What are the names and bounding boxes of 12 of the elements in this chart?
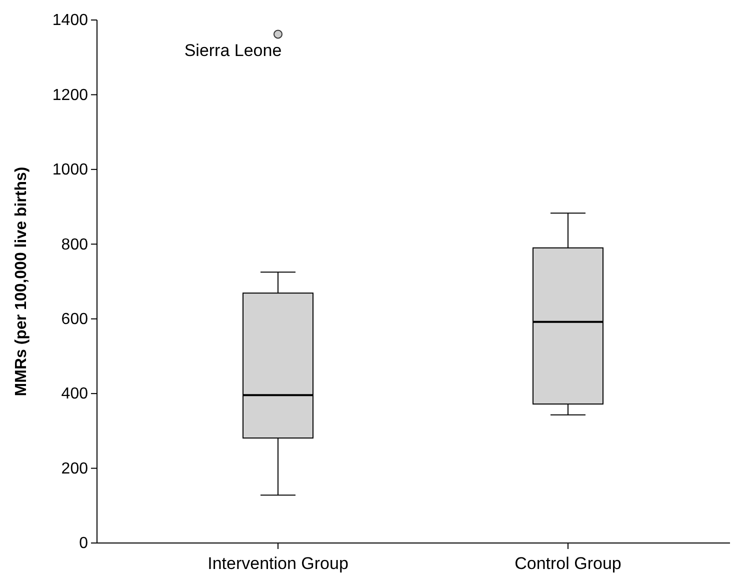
annotation: Sierra Leone [184,41,282,60]
x-tick-label: Intervention Group [208,554,348,573]
y-tick-label: 0 [79,535,88,552]
y-tick-label: 1000 [52,162,88,179]
y-axis-title: MMRs (per 100,000 live births) [13,166,30,396]
y-tick-label: 800 [61,236,88,254]
y-tick-label: 600 [61,310,88,328]
y-tick-label: 1400 [52,12,88,30]
y-tick-label: 200 [61,460,88,478]
y-tick-label: 400 [61,386,88,403]
x-tick-label: Control Group [514,554,622,573]
y-tick-label: 1200 [52,86,88,104]
